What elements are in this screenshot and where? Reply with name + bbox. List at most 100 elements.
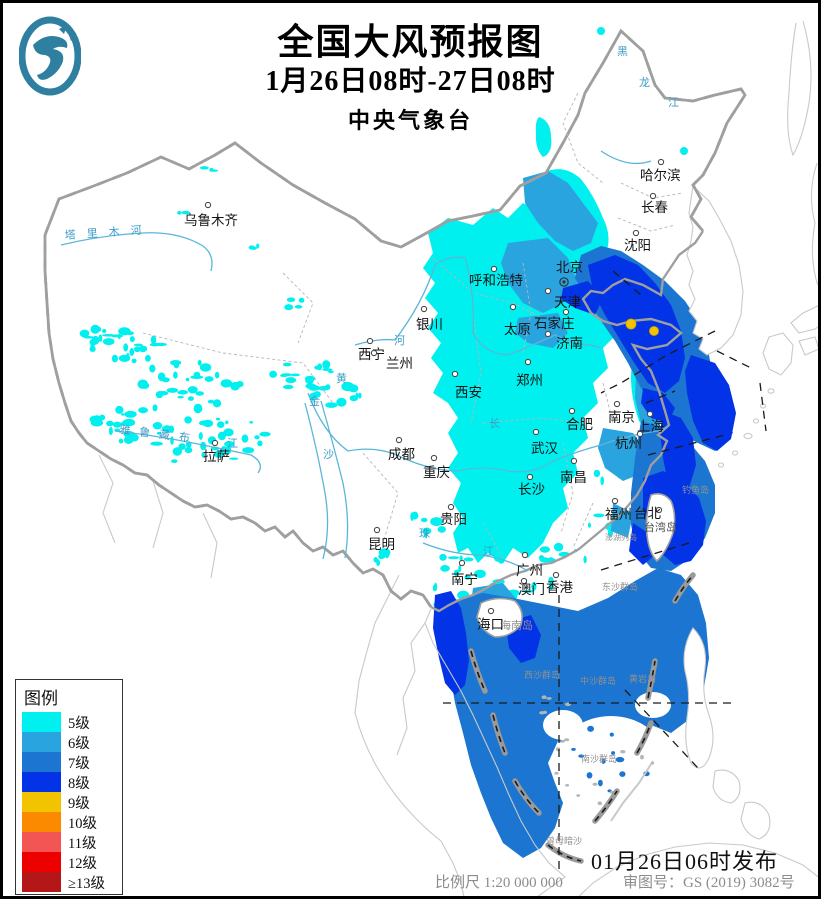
city-marker xyxy=(521,551,529,559)
japan-shikoku xyxy=(798,336,818,356)
river-label: 金 xyxy=(309,394,320,408)
city-marker xyxy=(632,229,640,237)
city-marker xyxy=(552,571,560,579)
city-marker xyxy=(520,577,528,585)
city-label: 澳门 xyxy=(518,582,545,597)
city-label: 南昌 xyxy=(560,470,587,485)
legend-row: 11级 xyxy=(22,832,122,852)
city-label: 武汉 xyxy=(531,441,559,456)
river-label: 江 xyxy=(483,545,494,558)
tarim-river xyxy=(60,232,213,272)
river-label: 塔里木河 xyxy=(64,223,153,242)
city-label: 重庆 xyxy=(423,465,450,480)
legend-swatch xyxy=(22,792,61,812)
legend-row: ≥13级 xyxy=(22,872,122,892)
legend-label: 5级 xyxy=(68,715,90,732)
wind-speckles-level5 xyxy=(79,166,630,608)
yangtze-river xyxy=(307,392,668,473)
gale9-spot xyxy=(625,318,637,330)
legend-row: 12级 xyxy=(22,852,122,872)
lancang-river xyxy=(320,400,349,559)
legend-row: 6级 xyxy=(22,732,122,752)
legend-label: 6级 xyxy=(68,735,90,752)
city-marker xyxy=(570,457,578,465)
river-label: 河 xyxy=(394,334,405,347)
river-label: 长 xyxy=(489,417,500,430)
legend-label: 9级 xyxy=(68,795,90,812)
river-label: 黄 xyxy=(336,371,347,385)
vietnam-coast xyxy=(424,608,566,896)
legend-label: ≥13级 xyxy=(68,875,105,892)
yarlung-river xyxy=(114,430,261,474)
city-marker xyxy=(646,410,654,418)
legend-label: 7级 xyxy=(68,755,90,772)
borneo-coast xyxy=(578,842,818,896)
legend-label: 8级 xyxy=(68,775,90,792)
city-label: 贵阳 xyxy=(440,512,467,527)
city-label: 长春 xyxy=(641,200,669,215)
island-label: 钓鱼岛 xyxy=(682,484,709,495)
legend-title: 图例 xyxy=(24,689,58,708)
ryukyu-island xyxy=(752,418,760,424)
legend-swatch xyxy=(22,732,61,752)
city-label: 西安 xyxy=(455,385,482,400)
foreign-coastlines xyxy=(98,20,818,896)
city-marker xyxy=(544,287,552,295)
legend-swatch xyxy=(22,712,61,732)
city-marker xyxy=(430,454,438,462)
city-label: 杭州 xyxy=(615,436,642,451)
taiwan-island-shape xyxy=(645,493,676,563)
city-label: 郑州 xyxy=(516,373,543,388)
city-label: 海口 xyxy=(477,617,504,632)
dragon-glyph xyxy=(33,36,68,80)
city-marker xyxy=(370,349,378,357)
city-label: 兰州 xyxy=(386,356,413,371)
city-label: 乌鲁木齐 xyxy=(184,213,238,228)
city-marker xyxy=(657,158,665,166)
island-label: 海南岛 xyxy=(500,618,533,632)
legend-label: 12级 xyxy=(68,855,97,872)
legend-swatch xyxy=(22,832,61,852)
maritime-boundaries xyxy=(443,270,767,875)
city-marker xyxy=(211,439,219,447)
river-label: 黑 xyxy=(617,45,628,58)
legend-label: 10级 xyxy=(68,815,97,832)
city-label: 拉萨 xyxy=(203,449,230,464)
island-label: 台湾岛 xyxy=(644,520,677,534)
legend-label: 11级 xyxy=(68,835,97,852)
river-label: 龙 xyxy=(639,76,650,89)
island-label: 东沙群岛 xyxy=(602,581,638,592)
legend-swatch xyxy=(22,812,61,832)
philippines-visayas xyxy=(712,769,741,804)
city-label: 合肥 xyxy=(566,417,593,432)
nine-dash-line xyxy=(468,572,696,864)
city-marker xyxy=(636,430,644,438)
ryukyu-island xyxy=(767,388,775,394)
legend-row: 8级 xyxy=(22,772,122,792)
city-marker xyxy=(373,526,381,534)
city-marker xyxy=(451,370,459,378)
japan-honshu-coast xyxy=(810,162,818,286)
japan-kyushu xyxy=(762,332,794,376)
yellow-river xyxy=(354,256,602,356)
river-label: 珠 xyxy=(419,526,430,540)
river-label: 江 xyxy=(668,96,679,109)
japan-honshu-west xyxy=(790,305,818,334)
sakhalin-coast xyxy=(787,20,812,157)
city-label: 南宁 xyxy=(451,571,478,587)
release-time: 01月26日06时发布 xyxy=(590,849,778,874)
city-label: 沈阳 xyxy=(624,238,651,253)
city-label: 济南 xyxy=(556,336,583,351)
island-label: 南沙群岛 xyxy=(581,753,617,764)
cma-logo xyxy=(19,16,81,96)
city-marker xyxy=(649,192,657,200)
island-label: 西沙群岛 xyxy=(524,669,560,680)
gale-spots-level9 xyxy=(625,318,659,336)
legend-swatch xyxy=(22,752,61,772)
legend-box: 图例 5级 6级 7级 8级 9级 10级 11级 12级 ≥13级 xyxy=(15,679,123,895)
city-marker xyxy=(568,407,576,415)
city-marker xyxy=(395,436,403,444)
city-marker xyxy=(562,308,570,316)
pearl-river xyxy=(422,542,529,572)
city-labels: 乌鲁木齐哈尔滨长春沈阳北京天津呼和浩特石家庄太原济南银川西宁兰州西安郑州合肥南京… xyxy=(184,158,681,632)
